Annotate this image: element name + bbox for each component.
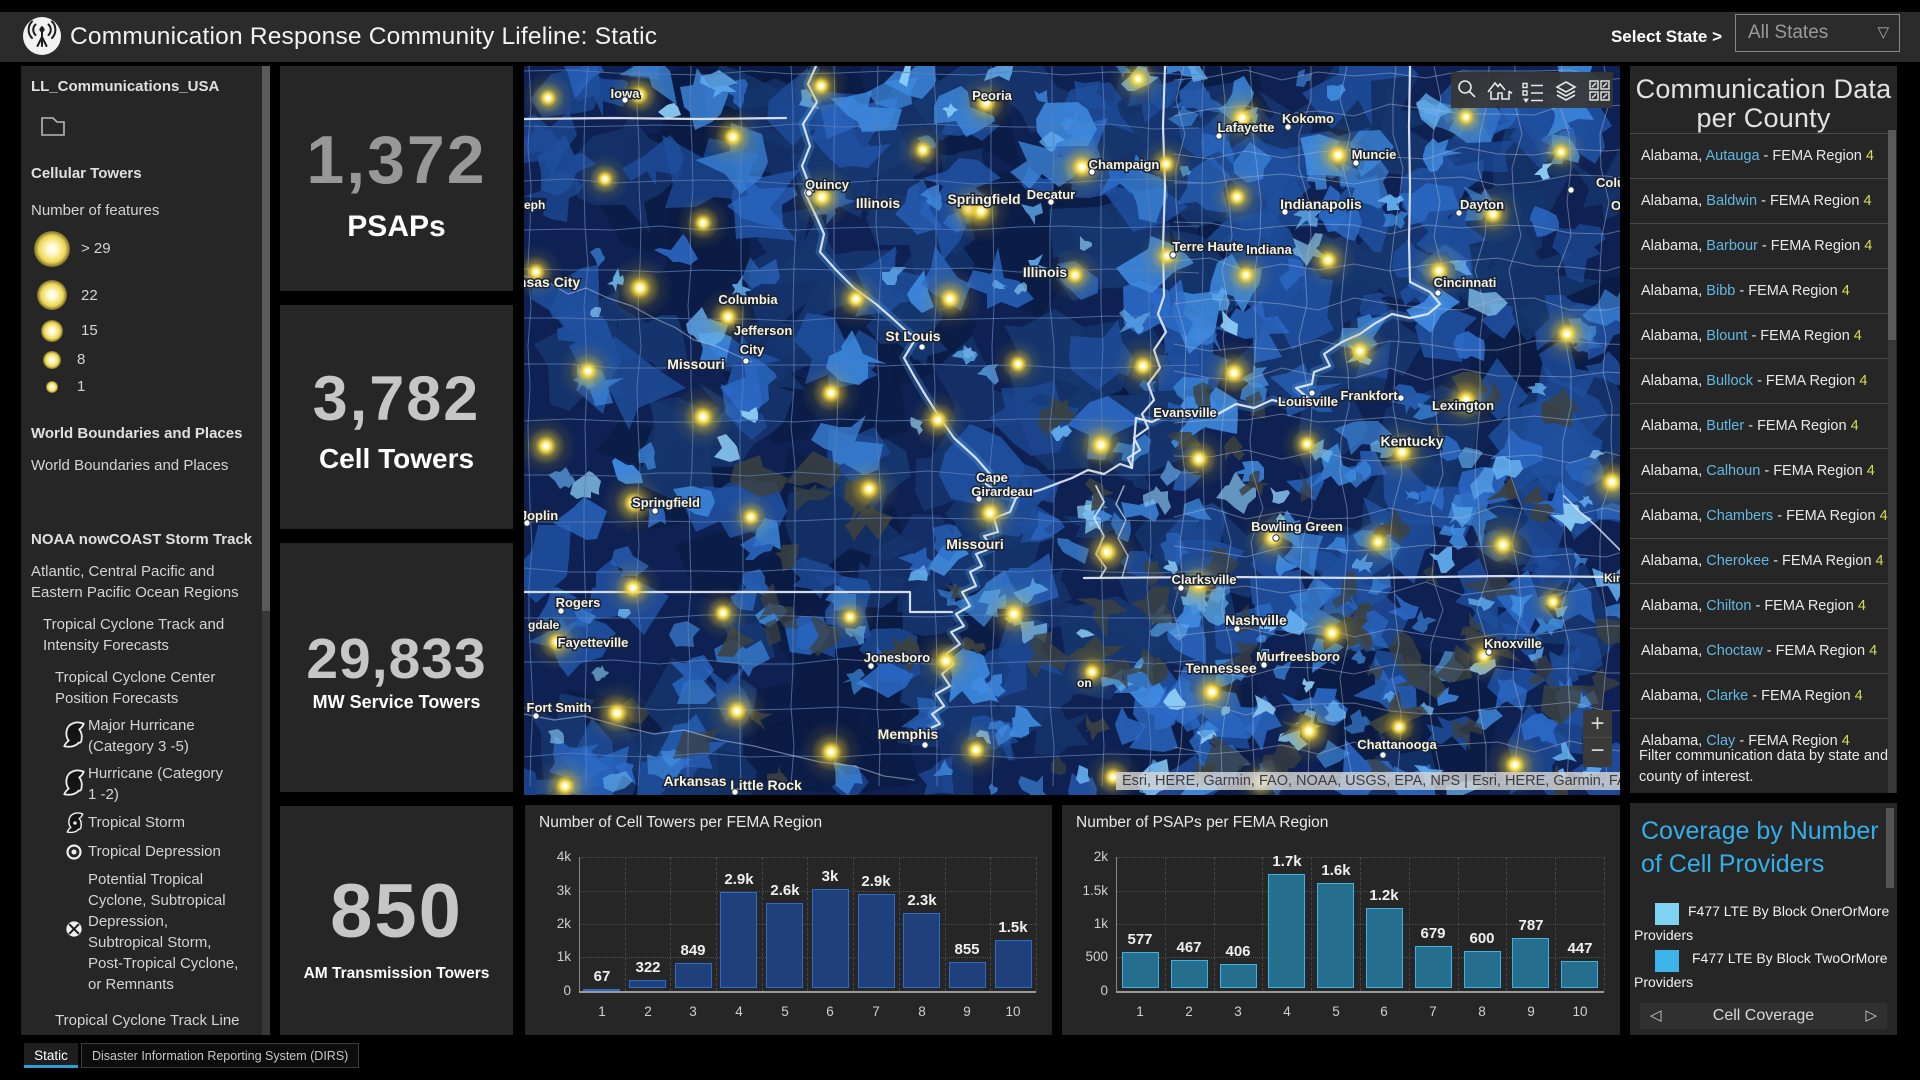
svg-text:Kokomo: Kokomo <box>1282 111 1334 126</box>
svg-text:St Louis: St Louis <box>885 328 940 344</box>
svg-text:Little Rock: Little Rock <box>730 777 802 793</box>
svg-text:Springfield: Springfield <box>632 495 700 510</box>
svg-text:Rogers: Rogers <box>556 595 601 610</box>
svg-text:Decatur: Decatur <box>1027 187 1075 202</box>
svg-text:City: City <box>740 342 765 357</box>
svg-text:Dayton: Dayton <box>1460 197 1504 212</box>
svg-text:Murfreesboro: Murfreesboro <box>1256 649 1340 664</box>
svg-text:Clarksville: Clarksville <box>1171 572 1236 587</box>
svg-text:Columbia: Columbia <box>718 292 778 307</box>
svg-text:Missouri: Missouri <box>667 356 725 372</box>
svg-text:Kingsp: Kingsp <box>1604 571 1620 585</box>
svg-text:Nashville: Nashville <box>1225 612 1287 628</box>
svg-text:Iowa: Iowa <box>611 86 641 101</box>
svg-text:Lafayette: Lafayette <box>1217 120 1274 135</box>
svg-text:Fort Smith: Fort Smith <box>527 700 592 715</box>
svg-text:Columbu: Columbu <box>1596 175 1620 190</box>
svg-text:eph: eph <box>524 198 545 212</box>
svg-text:Arkansas: Arkansas <box>663 773 726 789</box>
svg-text:Springfield: Springfield <box>947 191 1020 207</box>
svg-text:gdale: gdale <box>528 618 560 632</box>
svg-text:Kansas City: Kansas City <box>524 274 580 290</box>
svg-text:Cape: Cape <box>976 470 1008 485</box>
svg-text:Frankfort: Frankfort <box>1340 388 1398 403</box>
svg-text:Ohi: Ohi <box>1611 198 1620 213</box>
svg-text:Cincinnati: Cincinnati <box>1434 275 1497 290</box>
svg-text:Illinois: Illinois <box>856 195 901 211</box>
svg-text:Muncie: Muncie <box>1352 147 1397 162</box>
svg-text:Missouri: Missouri <box>946 536 1004 552</box>
svg-text:Bowling Green: Bowling Green <box>1251 519 1343 534</box>
svg-text:Jefferson: Jefferson <box>734 323 793 338</box>
svg-text:Lexington: Lexington <box>1432 398 1494 413</box>
svg-text:Evansville: Evansville <box>1153 405 1217 420</box>
svg-text:Quincy: Quincy <box>805 177 850 192</box>
svg-text:Girardeau: Girardeau <box>971 484 1032 499</box>
svg-text:Kentucky: Kentucky <box>1380 433 1443 449</box>
svg-text:Terre Haute: Terre Haute <box>1172 239 1243 254</box>
svg-text:Knoxville: Knoxville <box>1484 636 1542 651</box>
svg-text:Jonesboro: Jonesboro <box>864 650 931 665</box>
svg-text:on: on <box>1077 676 1092 690</box>
svg-text:Memphis: Memphis <box>878 726 939 742</box>
svg-text:Fayetteville: Fayetteville <box>558 635 629 650</box>
svg-text:Peoria: Peoria <box>972 88 1013 103</box>
svg-text:Indiana: Indiana <box>1246 242 1292 257</box>
svg-text:Tennessee: Tennessee <box>1185 660 1257 676</box>
svg-text:Chattanooga: Chattanooga <box>1357 737 1437 752</box>
svg-text:Champaign: Champaign <box>1089 157 1160 172</box>
svg-text:Illinois: Illinois <box>1023 264 1068 280</box>
svg-text:Louisville: Louisville <box>1278 394 1338 409</box>
svg-text:Joplin: Joplin <box>524 508 558 523</box>
svg-text:Indianapolis: Indianapolis <box>1280 196 1362 212</box>
